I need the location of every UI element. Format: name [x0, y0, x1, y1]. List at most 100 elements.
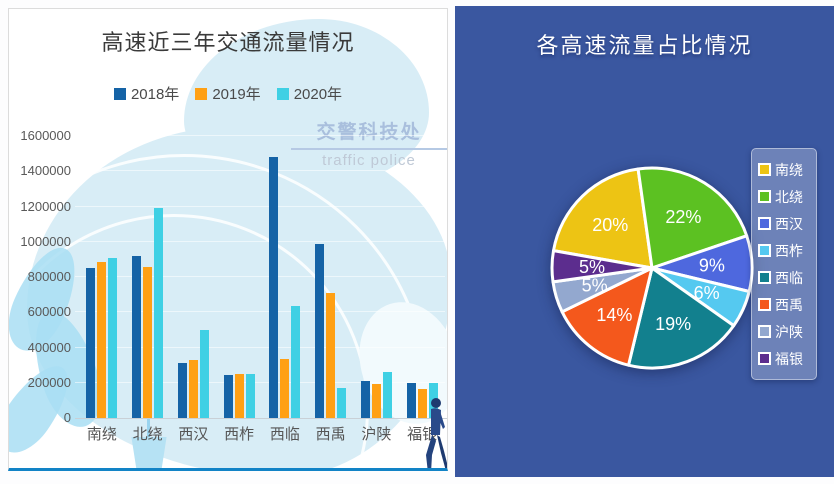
bar-group: 西柞	[216, 136, 262, 443]
bar-group: 西禹	[308, 136, 354, 443]
legend-label: 2019年	[212, 86, 261, 103]
pie-svg: 20% 22% 9% 6%19% 14% 5%5%	[550, 166, 754, 370]
pie-slice-福银	[550, 249, 654, 284]
person-illustration	[419, 397, 447, 468]
bar-2020年-西柞	[245, 373, 255, 418]
bar-2018年-福银	[406, 382, 416, 418]
gridline	[75, 381, 445, 383]
bar-2019年-北绕	[143, 267, 153, 418]
pie-legend-item: 北绕	[758, 183, 810, 210]
bar-2018年-西柞	[223, 374, 233, 418]
x-axis-label: 沪陕	[361, 426, 392, 443]
bar-plot: 南绕 北绕 西汉 西柞 西临 西禹 沪陕 福银	[79, 136, 445, 443]
legend-label: 西柞	[775, 242, 803, 259]
y-axis-tick-label: 400000	[27, 339, 71, 355]
legend-swatch-icon	[758, 163, 771, 176]
pie-slice-label: 22%	[665, 207, 701, 227]
bar-group: 沪陕	[354, 136, 400, 443]
bar-2018年-西禹	[315, 243, 325, 418]
legend-swatch-icon	[758, 244, 771, 257]
legend-label: 西汉	[775, 215, 803, 232]
pie-legend-item: 西汉	[758, 210, 810, 237]
bar-legend-item: 2018年	[113, 83, 180, 104]
bar-2019年-南绕	[97, 262, 107, 418]
watermark-text-cn: 交警科技处	[291, 117, 447, 150]
gridline	[75, 276, 445, 277]
pie-slice-label: 9%	[699, 255, 725, 275]
pie-slice-南绕	[552, 167, 654, 270]
pie-legend-item: 西临	[758, 264, 810, 291]
legend-swatch-icon	[113, 87, 126, 100]
bar-2020年-西汉	[199, 329, 209, 418]
y-axis-tick-label: 600000	[27, 304, 71, 320]
legend-swatch-icon	[195, 87, 208, 100]
bar-2018年-南绕	[86, 268, 96, 418]
pie-slice-label: 19%	[655, 314, 691, 334]
pie-legend-item: 西禹	[758, 291, 810, 318]
legend-swatch-icon	[758, 271, 771, 284]
gridline	[75, 135, 445, 136]
pie-slice-label: 5%	[582, 276, 608, 296]
bar-2018年-北绕	[132, 255, 142, 418]
bar-2019年-福银	[417, 388, 427, 418]
traffic-share-pie-chart-panel: 各高速流量占比情况 20% 22% 9% 6% 19% 14% 5% 5% 南绕 北绕 西汉 西柞西…	[455, 6, 834, 477]
y-axis-tick-label: 1200000	[20, 198, 71, 214]
bar-2019年-西汉	[188, 359, 198, 418]
legend-label: 2018年	[130, 86, 180, 103]
legend-swatch-icon	[758, 217, 771, 230]
watermark: 交警科技处 traffic police	[291, 117, 447, 169]
bar-2018年-西临	[269, 157, 279, 418]
pie-chart: 20% 22% 9% 6% 19% 14% 5% 5%	[544, 160, 760, 376]
bar-group: 南绕	[79, 136, 125, 443]
bar-group: 北绕	[125, 136, 171, 443]
bar-2020年-南绕	[108, 257, 118, 418]
pie-slice-label: 14%	[596, 305, 632, 325]
y-axis-tick-label: 800000	[27, 269, 71, 284]
gridline	[75, 240, 445, 242]
pie-slice-西禹	[560, 266, 654, 367]
legend-swatch-icon	[758, 298, 771, 311]
bar-2018年-西汉	[177, 363, 187, 418]
y-axis-tick-label: 0	[63, 410, 71, 425]
y-axis-tick-label: 1400000	[20, 163, 71, 179]
bar-2019年-西柞	[234, 373, 244, 418]
gridline	[75, 311, 445, 313]
pie-legend-item: 南绕	[758, 156, 810, 183]
pie-slice-北绕	[636, 166, 749, 270]
bar-2020年-西临	[291, 306, 301, 418]
x-axis-label: 福银	[407, 426, 438, 443]
bar-2020年-北绕	[154, 208, 164, 418]
legend-label: 沪陕	[775, 323, 803, 340]
bar-2020年-沪陕	[382, 372, 392, 418]
x-axis-label: 西柞	[224, 426, 255, 443]
gridline	[75, 346, 445, 348]
legend-label: 福银	[775, 350, 803, 367]
plant-pot-illustration	[131, 437, 167, 468]
legend-swatch-icon	[758, 190, 771, 203]
bar-chart-title: 高速近三年交通流量情况	[101, 30, 355, 55]
x-axis-label: 西禹	[315, 426, 346, 443]
pie-slice-label: 5%	[579, 257, 605, 277]
legend-swatch-icon	[758, 352, 771, 365]
y-axis-tick-label: 200000	[27, 374, 71, 390]
gridline	[75, 170, 445, 172]
pie-chart-title: 各高速流量占比情况	[536, 33, 753, 58]
legend-label: 西禹	[775, 296, 803, 313]
bar-group: 西临	[262, 136, 308, 443]
bar-group: 西汉	[171, 136, 217, 443]
gridline	[75, 205, 445, 207]
pie-legend-item: 福银	[758, 345, 810, 372]
legend-label: 南绕	[775, 161, 803, 178]
watermark-text-en: traffic police	[322, 152, 416, 169]
bar-legend-item: 2020年	[276, 83, 342, 104]
bar-x-axis-line	[75, 418, 447, 419]
bar-2018年-沪陕	[360, 381, 370, 418]
legend-label: 西临	[775, 269, 803, 286]
bar-2019年-西临	[280, 358, 290, 418]
bar-group: 福银	[399, 136, 445, 443]
pie-legend-item: 沪陕	[758, 318, 810, 345]
bar-2019年-沪陕	[371, 383, 381, 418]
pie-slice-label: 20%	[592, 215, 628, 235]
y-axis-tick-label: 1600000	[20, 128, 71, 143]
pie-legend: 南绕北绕西汉西柞西临西禹沪陕福银	[751, 148, 817, 380]
